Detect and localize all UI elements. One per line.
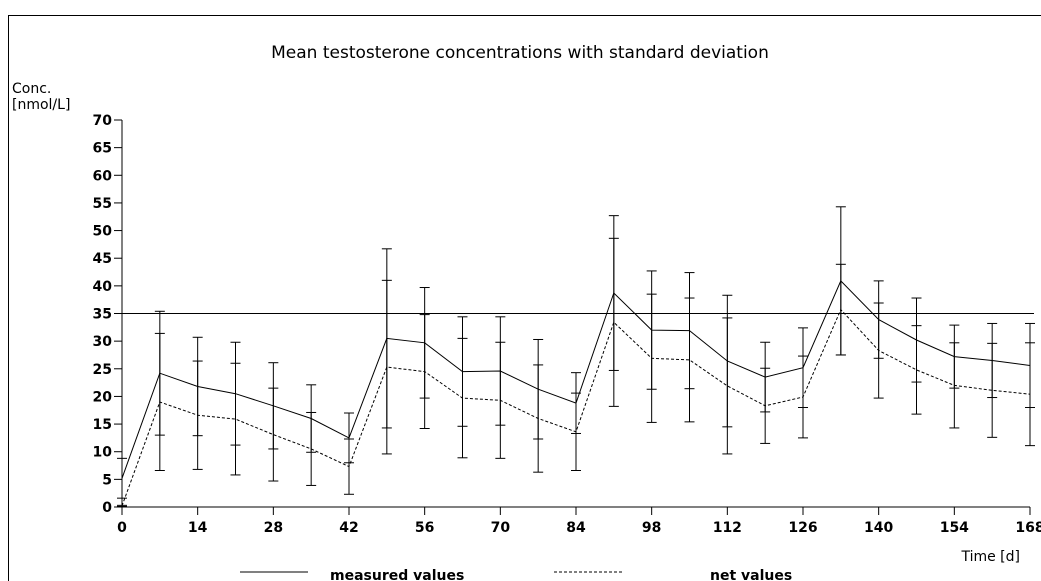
- x-axis-label: Time [d]: [960, 549, 1020, 565]
- y-tick-label: 70: [93, 113, 113, 129]
- legend: measured values net values: [240, 568, 792, 581]
- x-tick-label: 28: [264, 520, 283, 536]
- y-tick-label: 30: [93, 334, 113, 350]
- chart-frame: [8, 15, 1041, 581]
- y-axis-label-line1: Conc.: [12, 81, 51, 97]
- y-axis-label-line2: [nmol/L]: [12, 97, 70, 113]
- legend-label-net: net values: [710, 568, 792, 581]
- y-tick-label: 25: [93, 362, 112, 378]
- y-tick-label: 40: [93, 279, 113, 295]
- chart-title: Mean testosterone concentrations with st…: [271, 43, 769, 63]
- series-lines: [121, 280, 1031, 507]
- x-tick-label: 140: [864, 520, 893, 536]
- x-tick-label: 154: [940, 520, 969, 536]
- y-tick-label: 45: [93, 251, 112, 267]
- y-tick-label: 55: [93, 196, 112, 212]
- error-bars: [117, 206, 1035, 507]
- x-tick-label: 126: [788, 520, 817, 536]
- y-tick-label: 35: [93, 307, 112, 323]
- x-tick-label: 98: [642, 520, 661, 536]
- x-tick-label: 168: [1015, 520, 1041, 536]
- x-tick-label: 0: [117, 520, 127, 536]
- x-tick-label: 42: [339, 520, 358, 536]
- y-tick-label: 50: [93, 224, 113, 240]
- x-tick-label: 84: [566, 520, 586, 536]
- x-tick-label: 70: [491, 520, 511, 536]
- y-tick-label: 60: [93, 168, 113, 184]
- y-tick-label: 20: [93, 389, 113, 405]
- x-tick-label: 112: [713, 520, 742, 536]
- axes: 0 5 10 15 20 25 30 35 40 45 50 55 60 65 70 0 14 28 42 56 70 8…: [93, 113, 1041, 536]
- series-line-net: [121, 308, 1031, 507]
- y-tick-label: 15: [93, 417, 112, 433]
- x-tick-label: 14: [188, 520, 208, 536]
- x-tick-label: 56: [415, 520, 434, 536]
- series-line-measured: [121, 280, 1031, 479]
- y-tick-label: 10: [93, 445, 113, 461]
- y-tick-label: 65: [93, 141, 112, 157]
- y-tick-label: 5: [102, 472, 112, 488]
- y-tick-label: 0: [102, 500, 112, 516]
- legend-label-measured: measured values: [330, 568, 464, 581]
